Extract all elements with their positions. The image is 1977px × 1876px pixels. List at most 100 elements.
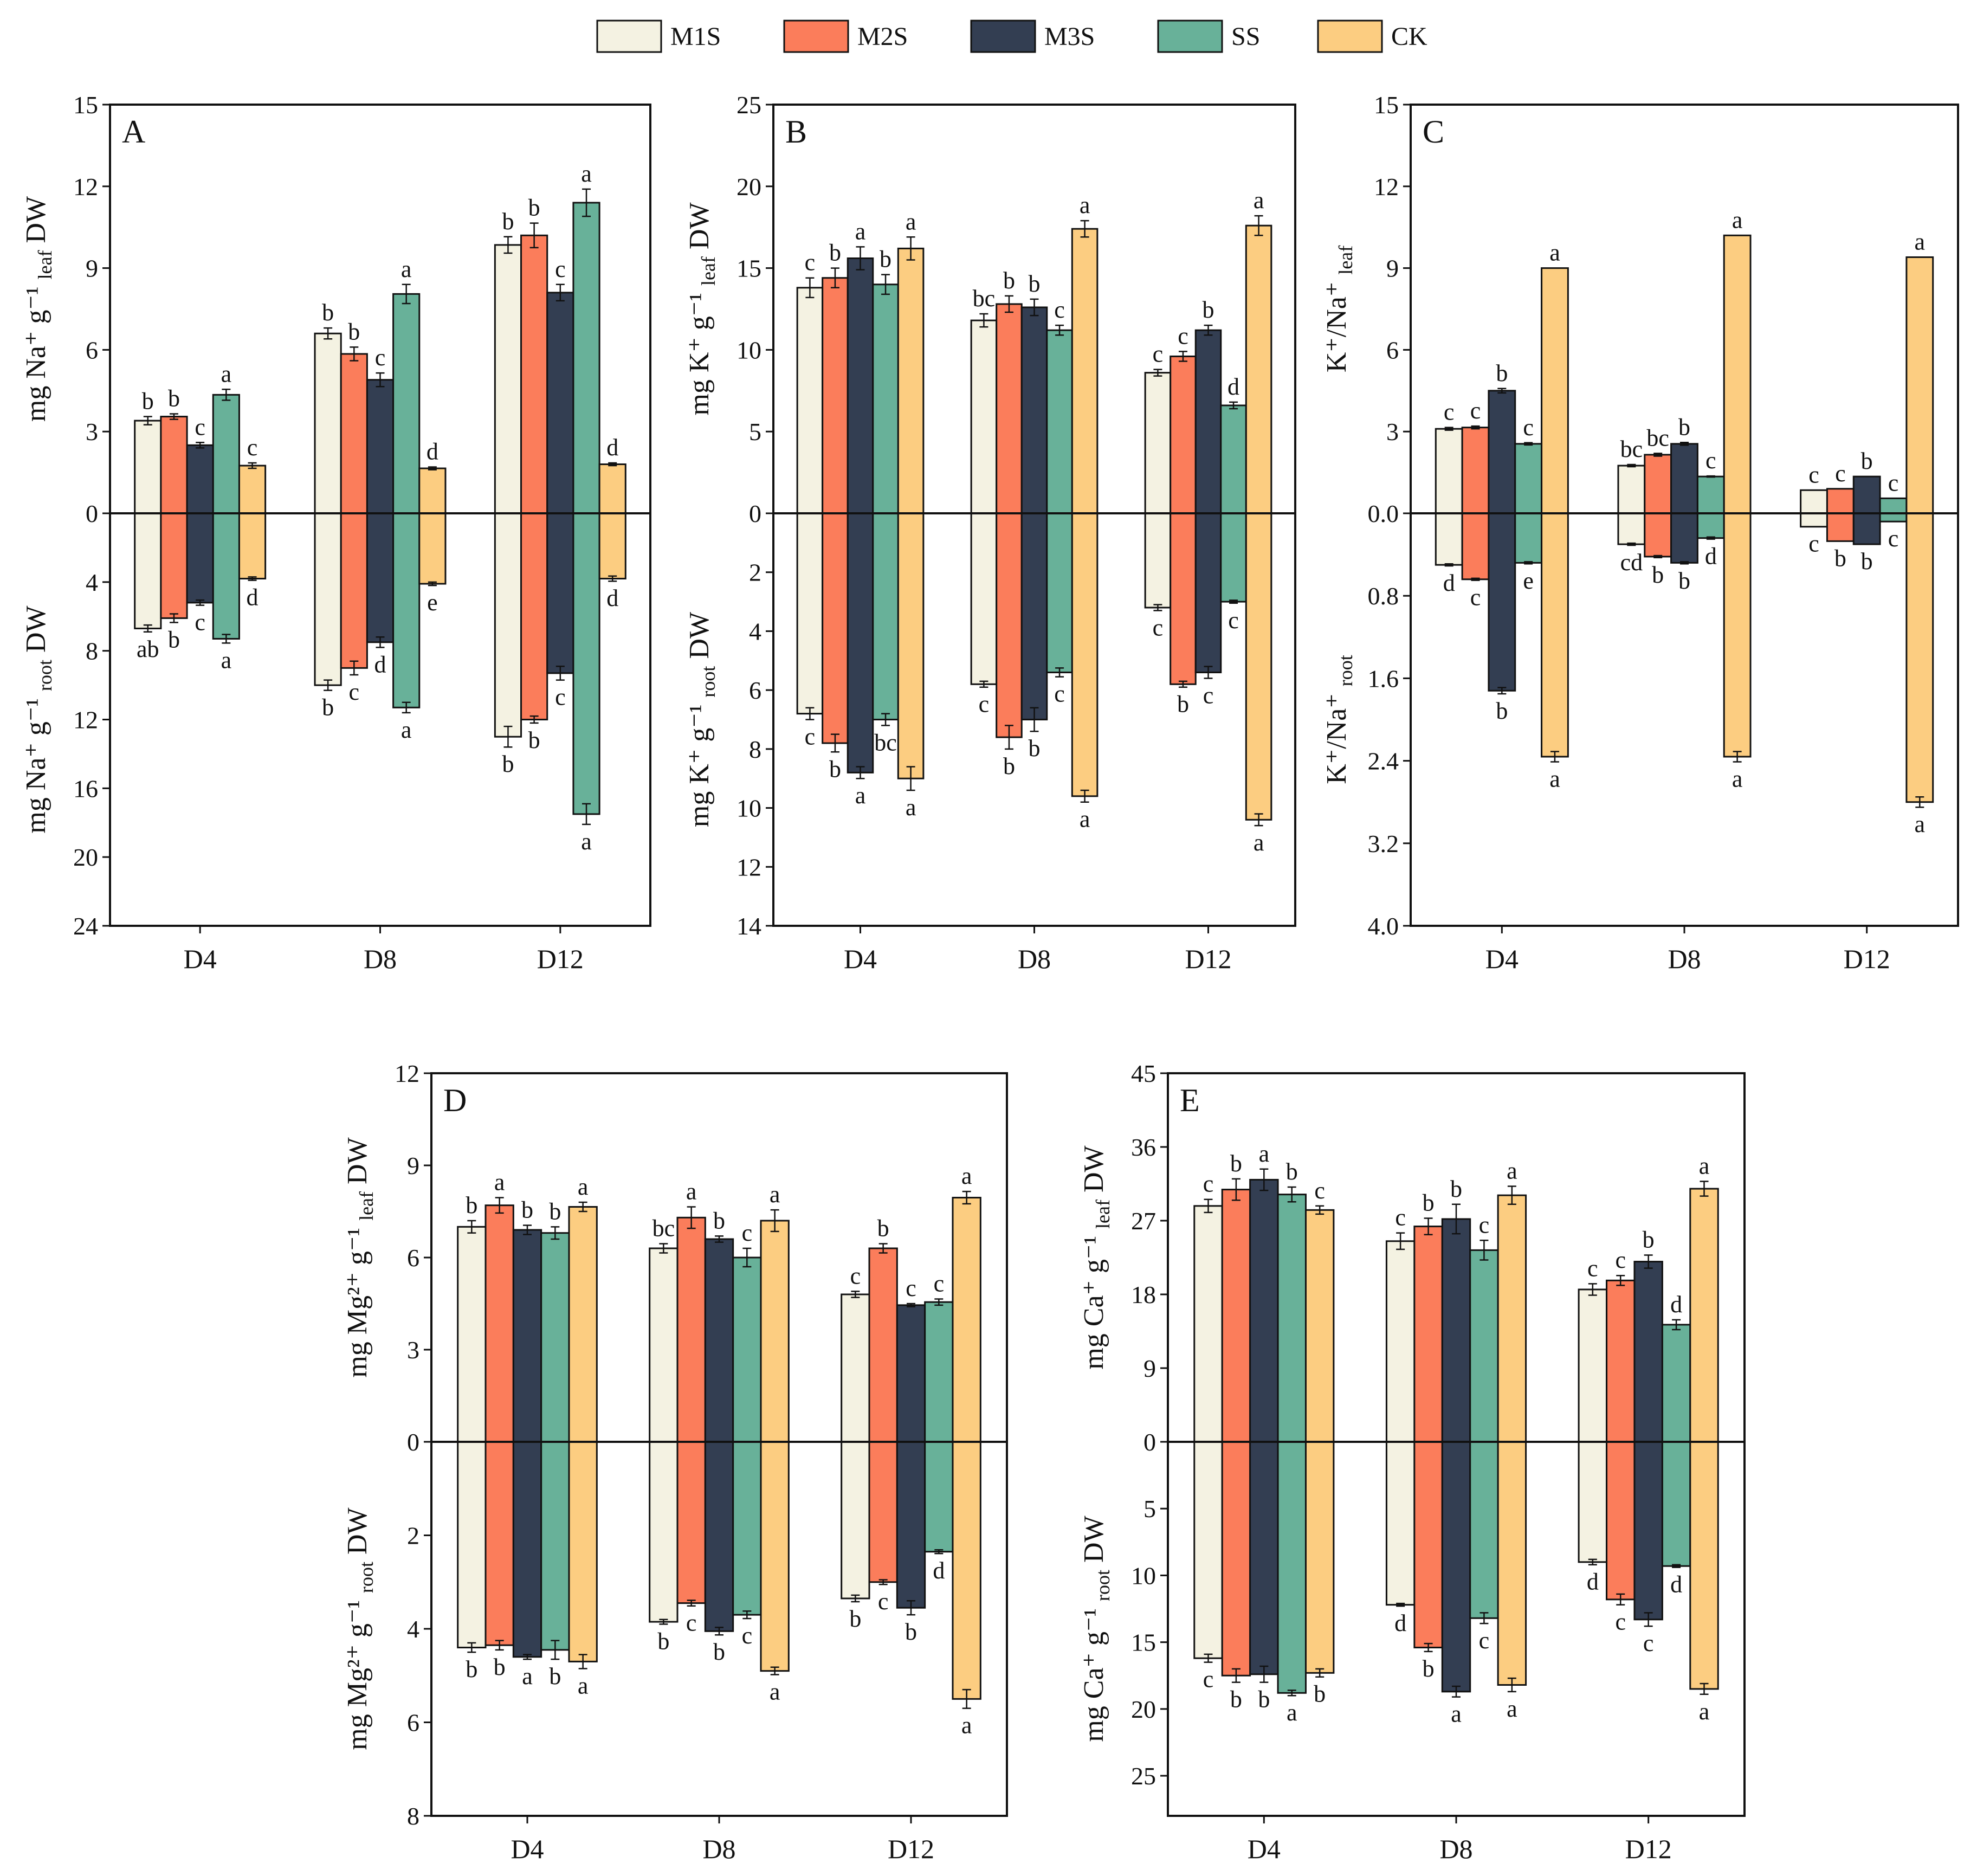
panel-e-sig-bottom: a	[1451, 1701, 1462, 1727]
panel-d-errbar-bottom	[934, 1549, 944, 1555]
panel-b-bar-top-d4-m1s	[796, 287, 824, 514]
panel-e-ticklabel-top: 0	[1143, 1428, 1156, 1456]
panel-a-sig-bottom: b	[528, 727, 540, 753]
panel-b-bar-top-d8-m3s	[1020, 306, 1048, 514]
panel-e-ticklabel-top: 36	[1131, 1133, 1156, 1161]
panel-b-sig-top: b	[880, 246, 891, 273]
panel-b-bar-bottom-d12-m3s	[1194, 512, 1222, 674]
panel-a-ylabel-bottom: mg Na⁺ g⁻¹ root DW	[21, 605, 56, 833]
panel-a-errbar-bottom	[222, 634, 231, 644]
panel-c-sig-top: bc	[1620, 436, 1643, 462]
legend-label-ss: SS	[1231, 22, 1260, 51]
panel-d-ticklabel-top: 0	[407, 1428, 419, 1456]
panel-c-bar-top-d4-m3s	[1488, 390, 1516, 514]
panel-e-xlabel-d12: D12	[1625, 1834, 1672, 1864]
panel-c-sig-bottom: cd	[1620, 549, 1643, 576]
panel-b-bar-bottom-d8-m1s	[970, 512, 998, 685]
panel-b-errbar-top	[1204, 324, 1213, 336]
panel-d-bar-top-d4-ss	[540, 1232, 570, 1443]
panel-e-bar-top-d12-m3s	[1633, 1261, 1663, 1443]
panel-c-xlabel-d4: D4	[1485, 944, 1519, 974]
panel-e-bar-top-d12-ss	[1661, 1324, 1691, 1443]
panel-a-sig-bottom: ab	[137, 636, 159, 662]
panel-a-errbar-bottom	[529, 715, 539, 724]
panel-d-sig-top: c	[850, 1262, 861, 1289]
panel-a-sig-top: c	[195, 414, 205, 440]
panel-c-errbar-top	[1497, 388, 1507, 394]
panel-d-ticklabel-top: 6	[407, 1244, 419, 1272]
panel-e-sig-top: b	[1423, 1189, 1435, 1216]
panel-b-ticklabel-bottom: 12	[736, 853, 761, 881]
panel-e-errbar-bottom	[1452, 1685, 1461, 1698]
panel-d-sig-top: a	[494, 1169, 505, 1196]
panel-b-bar-top-d12-m1s	[1144, 372, 1172, 514]
panel-e-ticklabel-bottom: 10	[1131, 1562, 1156, 1589]
legend-swatch-ck	[1317, 20, 1383, 53]
panel-e-bar-top-d8-m1s	[1385, 1240, 1416, 1443]
panel-d-errbar-bottom	[770, 1666, 779, 1675]
panel-b-errbar-bottom	[830, 733, 839, 753]
panel-e-sig-top: b	[1643, 1226, 1655, 1253]
panel-d-errbar-top	[523, 1224, 532, 1235]
panel-b-bar-top-d4-ck	[897, 247, 925, 514]
panels: A036912154812162024D4babbbccaacdD8bbbccd…	[21, 91, 1959, 1864]
legend-item-m2s: M2S	[783, 20, 908, 53]
panel-a-sig-bottom: c	[195, 609, 205, 636]
panel-e-bar-top-d12-m1s	[1578, 1288, 1608, 1443]
panel-a-bar-top-d8-m1s	[314, 332, 342, 514]
panel-c-sig-bottom: e	[1523, 568, 1534, 594]
panel-a-bar-bottom-d8-m3s	[366, 512, 395, 643]
panel-e-sig-bottom: a	[1287, 1699, 1297, 1726]
panel-c-bar-bottom-d4-m1s	[1435, 512, 1463, 566]
panel-b-bar-top-d12-m2s	[1170, 355, 1197, 514]
panel-d-errbar-top	[742, 1247, 752, 1268]
panel-a-sig-top: d	[606, 434, 618, 461]
panel-b-ticklabel-top: 0	[749, 500, 761, 527]
panel-d-bar-top-d8-m3s	[704, 1238, 734, 1443]
panel-c-ticklabel-bottom: 2.4	[1368, 747, 1399, 775]
panel-d-bar-bottom-d8-m2s	[676, 1441, 706, 1604]
panel-b: B05101520252468101214D4ccbbaabbcaaD8bccb…	[684, 91, 1296, 974]
panel-d-sig-bottom: b	[849, 1606, 861, 1632]
panel-c-sig-bottom: b	[1861, 548, 1873, 575]
panel-e-sig-top: c	[1314, 1177, 1325, 1204]
panel-d-sig-bottom: c	[878, 1588, 889, 1615]
panel-d-xlabel-d8: D8	[702, 1834, 735, 1864]
panel-c-bar-bottom-d8-m3s	[1670, 512, 1698, 564]
panel-d-errbar-bottom	[907, 1600, 915, 1616]
panel-b-sig-top: c	[805, 249, 816, 276]
panel-d-sig-bottom: a	[961, 1712, 972, 1739]
panel-e-sig-bottom: a	[1699, 1698, 1710, 1725]
panel-c-bar-bottom-d12-m3s	[1852, 512, 1881, 545]
panel-b-errbar-bottom	[856, 766, 865, 779]
panel-e-errbar-bottom	[1672, 1564, 1681, 1568]
panel-a-ylabel-top: mg Na⁺ g⁻¹ leaf DW	[21, 196, 56, 422]
panel-a-bar-top-d4-m2s	[160, 416, 188, 514]
panel-a-errbar-top	[402, 283, 411, 305]
panel-c-xlabel-d12: D12	[1844, 944, 1890, 974]
panel-d-sig-bottom: b	[466, 1656, 477, 1682]
panel-c-sig-bottom: c	[1808, 531, 1819, 557]
panel-e-sig-bottom: b	[1423, 1655, 1435, 1682]
legend-item-m1s: M1S	[596, 20, 721, 53]
panel-c-errbar-bottom	[1471, 577, 1480, 581]
panel-a-sig-top: b	[528, 195, 540, 221]
panel-d-errbar-bottom	[495, 1640, 504, 1651]
panel-c-errbar-bottom	[1915, 796, 1924, 808]
panel-e-bar-bottom-d4-ck	[1304, 1441, 1335, 1674]
panel-e-bar-top-d8-ck	[1497, 1194, 1527, 1443]
panel-b-errbar-top	[1229, 401, 1238, 410]
panel-d-sig-bottom: c	[742, 1622, 753, 1649]
panel-d-errbar-bottom	[715, 1627, 723, 1636]
panel-d-errbar-top	[878, 1243, 888, 1254]
panel-c-bar-bottom-d4-m2s	[1461, 512, 1490, 581]
panel-e-bar-bottom-d4-ss	[1277, 1441, 1307, 1694]
panel-b-errbar-top	[979, 313, 988, 328]
panel-b-ticklabel-bottom: 4	[749, 617, 761, 645]
panel-d-errbar-top	[467, 1220, 476, 1234]
legend-label-ck: CK	[1391, 22, 1427, 51]
panel-c-bar-top-d12-ck	[1905, 256, 1934, 514]
panel-b-ticklabel-bottom: 10	[736, 795, 761, 822]
panel-d-errbar-top	[659, 1243, 668, 1254]
panel-e-errbar-bottom	[1479, 1612, 1489, 1624]
